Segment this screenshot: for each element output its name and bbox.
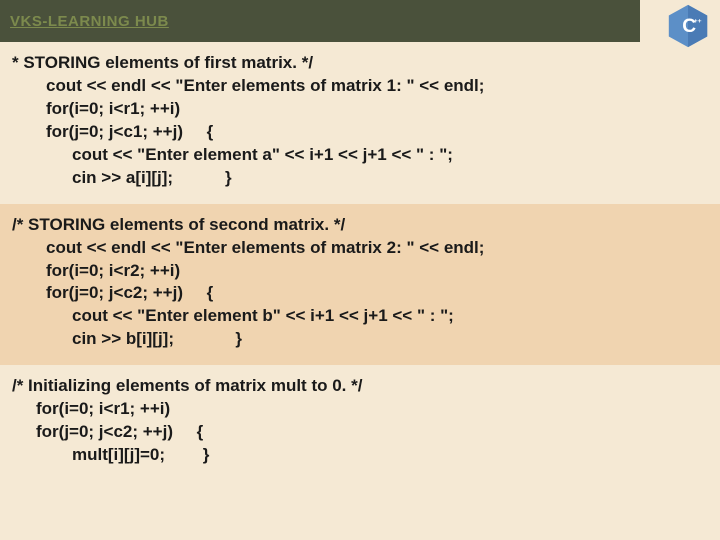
code-line: for(i=0; i<r1; ++i) [12,398,708,421]
header-title: VKS-LEARNING HUB [10,13,169,30]
code-line: cout << "Enter element b" << i+1 << j+1 … [12,305,708,328]
code-line: mult[i][j]=0; } [12,444,708,467]
code-block-init-mult: /* Initializing elements of matrix mult … [0,365,720,481]
svg-text:++: ++ [694,18,702,25]
header-bar: VKS-LEARNING HUB [0,0,640,42]
code-line: /* STORING elements of second matrix. */ [12,214,708,237]
code-line: for(i=0; i<r2; ++i) [12,260,708,283]
code-line: cin >> b[i][j]; } [12,328,708,351]
code-line: cout << endl << "Enter elements of matri… [12,237,708,260]
code-line: * STORING elements of first matrix. */ [12,52,708,75]
code-line: for(j=0; j<c2; ++j) { [12,282,708,305]
code-line: cout << "Enter element a" << i+1 << j+1 … [12,144,708,167]
code-line: for(i=0; i<r1; ++i) [12,98,708,121]
code-line: for(j=0; j<c1; ++j) { [12,121,708,144]
code-block-first-matrix: * STORING elements of first matrix. */ c… [0,42,720,204]
code-block-second-matrix: /* STORING elements of second matrix. */… [0,204,720,366]
code-line: cout << endl << "Enter elements of matri… [12,75,708,98]
code-line: /* Initializing elements of matrix mult … [12,375,708,398]
code-line: cin >> a[i][j]; } [12,167,708,190]
code-line: for(j=0; j<c2; ++j) { [12,421,708,444]
cpp-logo-icon: C ++ [664,2,712,50]
